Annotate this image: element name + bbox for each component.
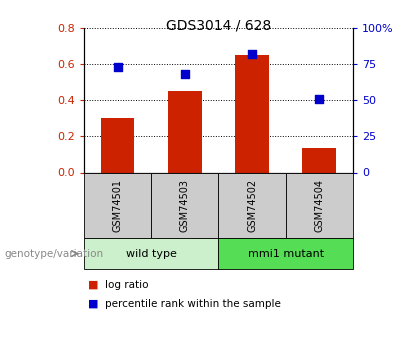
Text: percentile rank within the sample: percentile rank within the sample: [105, 299, 281, 308]
Point: [181, 71, 188, 77]
Bar: [235, 55, 269, 172]
Text: GDS3014 / 628: GDS3014 / 628: [166, 19, 271, 33]
Bar: [168, 91, 202, 172]
Text: GSM74503: GSM74503: [180, 179, 190, 232]
Text: ■: ■: [88, 280, 99, 289]
Point: [316, 96, 323, 101]
Text: log ratio: log ratio: [105, 280, 149, 289]
Text: genotype/variation: genotype/variation: [4, 249, 103, 258]
Text: GSM74501: GSM74501: [113, 179, 123, 232]
Point: [114, 64, 121, 69]
Bar: [302, 148, 336, 172]
Text: GSM74504: GSM74504: [314, 179, 324, 232]
Text: ■: ■: [88, 299, 99, 308]
Text: wild type: wild type: [126, 249, 177, 258]
Text: GSM74502: GSM74502: [247, 179, 257, 232]
Point: [249, 51, 255, 57]
Text: mmi1 mutant: mmi1 mutant: [247, 249, 324, 258]
Bar: [101, 118, 134, 172]
